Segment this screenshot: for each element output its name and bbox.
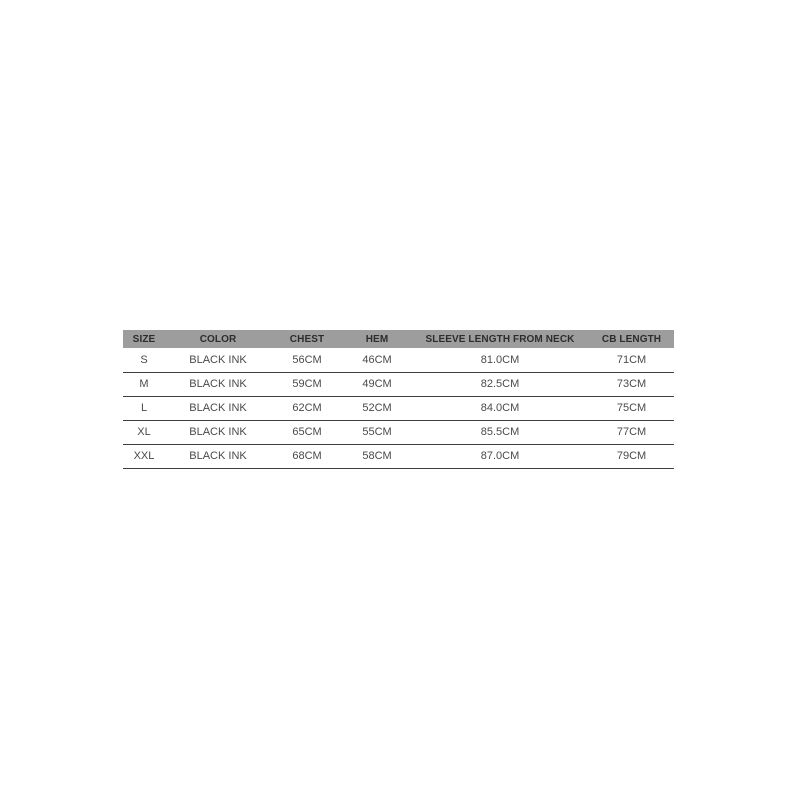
column-header-cb: CB LENGTH [601, 333, 662, 345]
cell-xl-cb: 77CM [589, 420, 674, 445]
size-chart-body: S BLACK INK 56CM 46CM 81.0CM 71CM M BLACK INK 59… [123, 348, 674, 469]
cell-xxl-chest: 68CM [271, 444, 343, 469]
cell-l-color: BLACK INK [165, 396, 271, 421]
size-chart-header-row: SIZE COLOR CHEST HEM SLEEVE LENGTH FROM NECK… [123, 330, 674, 348]
cell-m-size: M [123, 372, 165, 397]
cell-xxl-color: BLACK INK [165, 444, 271, 469]
cell-l-sleeve: 84.0CM [411, 396, 589, 421]
cell-xl-chest: 65CM [271, 420, 343, 445]
cell-s-size: S [123, 348, 165, 373]
column-header-hem: HEM [365, 333, 389, 345]
cell-xl-hem: 55CM [343, 420, 411, 445]
cell-xxl-sleeve: 87.0CM [411, 444, 589, 469]
cell-m-hem: 49CM [343, 372, 411, 397]
cell-xxl-size: XXL [123, 444, 165, 469]
cell-xl-sleeve: 85.5CM [411, 420, 589, 445]
size-row-s: S BLACK INK 56CM 46CM 81.0CM 71CM [123, 348, 674, 373]
cell-s-chest: 56CM [271, 348, 343, 373]
cell-s-cb: 71CM [589, 348, 674, 373]
cell-m-cb: 73CM [589, 372, 674, 397]
cell-xxl-hem: 58CM [343, 444, 411, 469]
column-header-color: COLOR [199, 333, 237, 345]
cell-l-hem: 52CM [343, 396, 411, 421]
cell-s-sleeve: 81.0CM [411, 348, 589, 373]
size-row-xxl: XXL BLACK INK 68CM 58CM 87.0CM 79CM [123, 444, 674, 469]
size-chart-table: SIZE COLOR CHEST HEM SLEEVE LENGTH FROM NECK… [123, 330, 674, 469]
size-row-xl: XL BLACK INK 65CM 55CM 85.5CM 77CM [123, 420, 674, 445]
cell-m-color: BLACK INK [165, 372, 271, 397]
cell-l-cb: 75CM [589, 396, 674, 421]
column-header-chest: CHEST [289, 333, 325, 345]
cell-xl-size: XL [123, 420, 165, 445]
cell-s-color: BLACK INK [165, 348, 271, 373]
cell-xxl-cb: 79CM [589, 444, 674, 469]
cell-s-hem: 46CM [343, 348, 411, 373]
size-row-l: L BLACK INK 62CM 52CM 84.0CM 75CM [123, 396, 674, 421]
cell-xl-color: BLACK INK [165, 420, 271, 445]
cell-l-size: L [123, 396, 165, 421]
cell-l-chest: 62CM [271, 396, 343, 421]
column-header-size: SIZE [132, 333, 156, 345]
column-header-sleeve: SLEEVE LENGTH FROM NECK [425, 333, 575, 345]
cell-m-chest: 59CM [271, 372, 343, 397]
size-row-m: M BLACK INK 59CM 49CM 82.5CM 73CM [123, 372, 674, 397]
cell-m-sleeve: 82.5CM [411, 372, 589, 397]
